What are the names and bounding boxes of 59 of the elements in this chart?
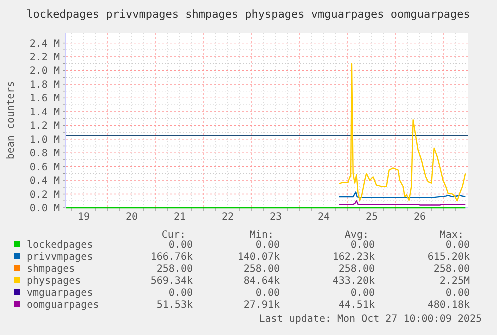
y-tick-label: 0.2 M	[30, 190, 60, 201]
y-tick-label: 2.0 M	[30, 66, 60, 78]
y-tick-label: 0.0 M	[30, 204, 60, 214]
y-tick-label: 0.8 M	[30, 148, 60, 160]
x-tick-label: 26	[414, 212, 426, 223]
text: 51.53k	[156, 300, 193, 311]
text: 0.00	[350, 288, 375, 299]
legend-label: shmpages	[27, 264, 76, 275]
text: 162.23k	[332, 252, 375, 263]
text: 0.00	[350, 240, 375, 251]
x-tick-label: 20	[126, 212, 138, 223]
legend-label: physpages	[27, 276, 82, 287]
legend-label: lockedpages	[27, 240, 94, 251]
chart-title: lockedpages privvmpages shmpages physpages vmguarpages oomguarpages	[26, 8, 470, 21]
text: 166.76k	[150, 252, 193, 263]
text: 140.07k	[238, 252, 280, 263]
legend-label: vmguarpages	[27, 288, 94, 299]
text: 258.00	[338, 264, 375, 275]
text: 0.00	[168, 240, 193, 251]
text: 0.00	[446, 288, 470, 299]
y-tick-label: 1.0 M	[30, 134, 60, 146]
text: 615.20k	[428, 252, 470, 263]
y-tick-label: 2.2 M	[30, 52, 60, 64]
text: 258.00	[244, 264, 280, 275]
x-tick-label: 22	[222, 212, 234, 223]
text: 0.00	[168, 288, 193, 299]
x-tick-label: 19	[78, 212, 90, 223]
y-tick-label: 1.4 M	[30, 107, 60, 118]
text: 27.91k	[244, 300, 280, 311]
text: 258.00	[156, 264, 193, 275]
y-tick-label: 0.4 M	[30, 176, 60, 188]
text: Max:	[440, 230, 464, 241]
text: 0.00	[256, 240, 280, 251]
x-tick-label: 21	[174, 212, 186, 223]
text: 569.34k	[150, 276, 193, 287]
text: 0.00	[256, 288, 280, 299]
y-tick-label: 2.4 M	[30, 38, 60, 50]
text: 0.00	[446, 240, 470, 251]
text: 258.00	[434, 264, 470, 275]
legend-label: oomguarpages	[27, 300, 100, 311]
x-tick-label: 23	[270, 212, 282, 223]
text: 44.51k	[338, 300, 375, 311]
y-tick-label: 1.2 M	[30, 121, 60, 132]
text: 84.64k	[244, 276, 280, 287]
legend-label: privvmpages	[27, 252, 94, 263]
x-tick-label: 24	[318, 212, 330, 223]
text: Avg:	[344, 230, 369, 241]
x-tick-label: 25	[366, 212, 378, 223]
y-axis-title: bean counters	[6, 81, 17, 160]
text: 2.25M	[440, 276, 470, 287]
text: Last update: Mon Oct 27 10:00:09 2025	[259, 314, 482, 325]
line-series	[338, 63, 466, 202]
text: 433.20k	[332, 276, 375, 287]
text: Cur:	[162, 230, 186, 241]
y-tick-label: 1.8 M	[30, 80, 60, 91]
y-tick-label: 1.6 M	[30, 94, 60, 105]
text: Min:	[250, 230, 274, 241]
text: 480.18k	[428, 300, 470, 311]
y-tick-label: 0.6 M	[30, 162, 60, 174]
